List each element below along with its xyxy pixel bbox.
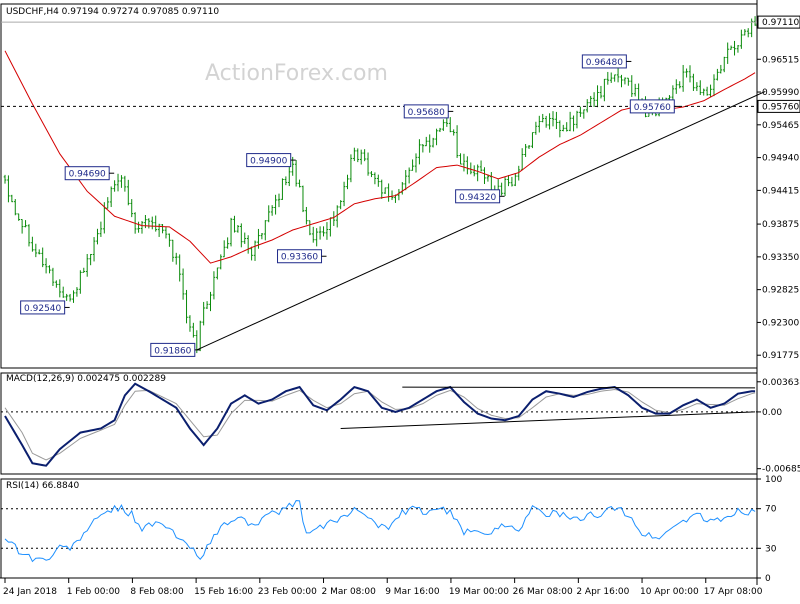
- level-label[interactable]: 0.91860: [150, 342, 200, 357]
- level-label-text: 0.95680: [408, 108, 445, 118]
- price-panel[interactable]: 0.94690 0.92540 0.91860 0.94900 0.93360 0.956…: [1, 16, 766, 357]
- macd-y-tick-label: -0.006858: [762, 465, 800, 475]
- x-tick-label: 19 Mar 00:00: [449, 587, 509, 597]
- price-y-tick-label: 0.94415: [762, 186, 799, 196]
- price-y-tick-label: 0.97110: [762, 18, 799, 28]
- level-label-text: 0.91860: [154, 346, 191, 356]
- x-tick-label: 23 Feb 00:00: [258, 587, 317, 597]
- level-label-text: 0.96480: [586, 58, 623, 68]
- rsi-y-tick-label: 30: [765, 544, 777, 554]
- level-label[interactable]: 0.93360: [277, 249, 327, 264]
- price-trendline: [196, 90, 766, 351]
- level-label-text: 0.93360: [281, 253, 318, 263]
- macd-signal-line: [4, 389, 756, 461]
- macd-line: [4, 382, 756, 467]
- level-label[interactable]: 0.96480: [581, 54, 632, 69]
- macd-frame: [0, 372, 758, 475]
- level-label[interactable]: 0.92540: [20, 300, 70, 315]
- x-tick-label: 8 Feb 08:00: [130, 587, 184, 597]
- price-y-tick-label: 0.92825: [762, 286, 799, 296]
- axes: 0.97110 0.96515 0.95990 0.95760 0.95465 0.949…: [3, 15, 800, 597]
- panel-frames: [0, 0, 758, 585]
- price-y-tick-label: 0.93350: [762, 253, 799, 263]
- rsi-frame: [0, 478, 758, 579]
- rsi-line: [4, 500, 756, 563]
- price-tick-highlight: [757, 15, 800, 29]
- macd-trendline: [402, 386, 756, 389]
- rsi-panel[interactable]: [1, 500, 757, 563]
- level-label-text: 0.95760: [634, 103, 671, 113]
- x-tick-label: 2 Apr 16:00: [576, 587, 629, 597]
- macd-trendline: [340, 411, 756, 429]
- macd-y-tick-label: 0.003638: [762, 378, 800, 388]
- x-tick-label: 26 Mar 08:00: [513, 587, 573, 597]
- level-label[interactable]: 0.94690: [64, 166, 115, 181]
- macd-y-tick-label: 0.00: [762, 408, 782, 418]
- x-tick-label: 1 Feb 00:00: [67, 587, 121, 597]
- level-label-text: 0.94690: [69, 170, 106, 180]
- price-y-tick-label: 0.94940: [762, 154, 799, 164]
- price-y-tick-label: 0.95760: [762, 102, 799, 112]
- level-label-text: 0.94900: [250, 157, 287, 167]
- price-y-tick-label: 0.96515: [762, 55, 799, 65]
- watermark: ActionForex.com: [205, 61, 388, 86]
- x-tick-label: 15 Feb 16:00: [194, 587, 253, 597]
- x-tick-label: 24 Jan 2018: [3, 587, 57, 597]
- level-label[interactable]: 0.95680: [403, 104, 454, 119]
- level-label[interactable]: 0.95760: [629, 99, 680, 114]
- price-tick-highlight: [757, 99, 800, 113]
- x-tick-label: 9 Mar 16:00: [385, 587, 440, 597]
- level-label[interactable]: 0.94320: [455, 189, 505, 204]
- x-tick-label: 2 Mar 08:00: [322, 587, 377, 597]
- level-label-text: 0.92540: [24, 304, 61, 314]
- price-y-tick-label: 0.92300: [762, 318, 799, 328]
- x-tick-label: 10 Apr 00:00: [640, 587, 699, 597]
- price-header: USDCHF,H4 0.97194 0.97274 0.97085 0.9711…: [6, 7, 219, 17]
- price-y-tick-label: 0.95465: [762, 121, 799, 131]
- level-label[interactable]: 0.94900: [246, 153, 296, 168]
- rsi-y-tick-label: 0: [765, 574, 771, 584]
- price-y-tick-label: 0.93875: [762, 220, 799, 230]
- rsi-y-tick-label: 70: [765, 505, 777, 515]
- rsi-y-tick-label: 100: [765, 475, 782, 485]
- macd-header: MACD(12,26,9) 0.002475 0.002289: [6, 374, 166, 384]
- level-label-text: 0.94320: [459, 193, 496, 203]
- price-y-tick-label: 0.91775: [762, 351, 799, 361]
- price-y-tick-label: 0.95990: [762, 88, 799, 98]
- x-tick-label: 17 Apr 08:00: [704, 587, 763, 597]
- rsi-header: RSI(14) 66.8840: [6, 481, 79, 491]
- macd-panel[interactable]: [1, 382, 757, 467]
